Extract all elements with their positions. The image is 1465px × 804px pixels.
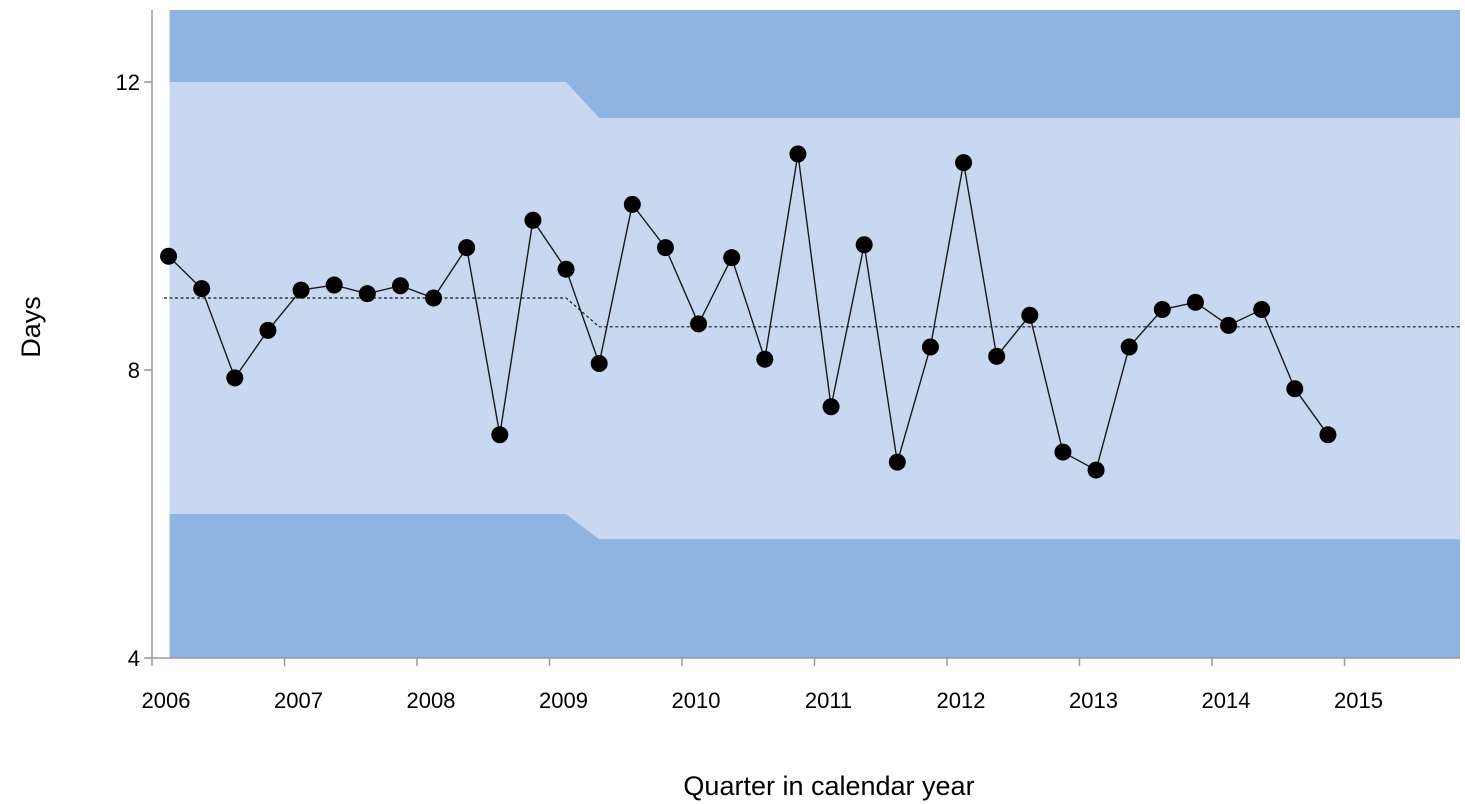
data-point (425, 289, 443, 307)
x-tick-label: 2011 (805, 688, 852, 713)
data-point (690, 315, 708, 333)
data-point (1286, 380, 1304, 398)
data-point (391, 277, 409, 295)
x-tick-label: 2010 (672, 688, 721, 713)
data-point (524, 211, 542, 229)
y-tick-label: 4 (128, 646, 140, 671)
data-point (1220, 316, 1238, 334)
data-point (955, 154, 973, 172)
data-point (193, 280, 211, 298)
x-axis-ticks: 2006 2007 2008 2009 2010 2011 2012 2013 2014 2015 (142, 658, 1383, 713)
data-point (226, 369, 244, 387)
y-axis-ticks: 4 8 12 (116, 70, 152, 671)
data-point (1120, 338, 1138, 356)
x-tick-label: 2007 (274, 688, 323, 713)
x-tick-label: 2006 (142, 688, 191, 713)
control-limit-band (169, 82, 1460, 540)
data-point (259, 321, 277, 339)
x-tick-label: 2014 (1202, 688, 1251, 713)
data-point (656, 239, 674, 257)
data-point (1087, 461, 1105, 479)
data-point (921, 338, 939, 356)
data-point (988, 347, 1006, 365)
data-point (789, 145, 807, 163)
x-tick-label: 2009 (539, 688, 588, 713)
data-point (491, 426, 509, 444)
data-point (822, 398, 840, 416)
data-point (458, 239, 476, 257)
x-tick-label: 2013 (1069, 688, 1118, 713)
data-point (292, 281, 310, 299)
data-point (756, 350, 774, 368)
data-point (557, 260, 575, 278)
data-point (855, 236, 873, 254)
centre-line (164, 297, 1460, 328)
data-point (1319, 426, 1337, 444)
data-point (1253, 301, 1271, 319)
data-point (1054, 443, 1072, 461)
data-point (888, 453, 906, 471)
data-point (1153, 301, 1171, 319)
x-axis-title: Quarter in calendar year (683, 771, 974, 801)
x-tick-label: 2015 (1334, 688, 1383, 713)
data-point (325, 276, 343, 294)
data-point (1186, 293, 1204, 311)
x-tick-label: 2008 (407, 688, 456, 713)
data-point (160, 247, 178, 265)
data-point (623, 195, 641, 213)
data-points (160, 145, 1337, 479)
data-point (590, 355, 608, 373)
data-point (358, 285, 376, 303)
y-tick-label: 8 (128, 358, 140, 383)
x-tick-label: 2012 (937, 688, 986, 713)
y-axis-title: Days (16, 296, 46, 358)
y-tick-label: 12 (116, 70, 140, 95)
data-point (1021, 306, 1039, 324)
data-point (723, 249, 741, 267)
axes (151, 10, 1460, 659)
